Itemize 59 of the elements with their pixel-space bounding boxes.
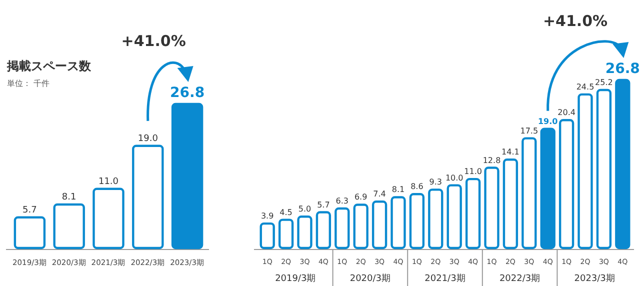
data-label: 6.9 — [354, 192, 368, 202]
data-label: 20.4 — [558, 108, 576, 118]
data-label: 8.1 — [62, 192, 76, 202]
data-label: 24.5 — [576, 82, 594, 92]
data-label: 5.0 — [298, 204, 312, 214]
bar — [465, 178, 481, 250]
bar — [578, 93, 593, 250]
bar — [260, 222, 275, 250]
bar — [372, 200, 388, 250]
data-label: 11.0 — [98, 176, 119, 187]
bar — [316, 211, 332, 250]
data-label: 25.2 — [595, 78, 613, 88]
text: 2021/3期 — [424, 273, 466, 284]
data-label: 3.9 — [260, 212, 274, 221]
bar — [484, 166, 500, 250]
bar — [334, 207, 350, 250]
bar — [278, 218, 294, 250]
text: +41.0% — [542, 12, 608, 30]
text: 2022/3期 — [499, 273, 540, 284]
bar — [540, 128, 556, 250]
data-label: 26.8 — [605, 61, 640, 77]
data-label: 17.5 — [520, 126, 538, 136]
bar — [297, 216, 312, 250]
bar — [596, 88, 612, 250]
bar — [92, 188, 124, 250]
data-label: 10.0 — [445, 173, 464, 182]
data-label: 11.0 — [464, 167, 482, 176]
bar — [390, 196, 406, 250]
data-label: 19.0 — [538, 116, 558, 126]
data-label: 26.8 — [170, 85, 205, 101]
data-label: 9.3 — [429, 178, 442, 187]
bar — [171, 102, 204, 250]
bar — [502, 158, 518, 250]
bar — [409, 192, 425, 250]
bar — [353, 204, 368, 250]
data-label: 12.8 — [482, 156, 501, 165]
bar — [615, 78, 630, 250]
bar — [446, 184, 462, 250]
text: 2019/3期 — [275, 273, 316, 284]
data-label: 6.3 — [336, 196, 349, 206]
bar — [132, 144, 164, 250]
data-label: 8.6 — [410, 182, 424, 192]
data-label: 14.1 — [502, 148, 520, 157]
chart-subtitle: 単位： 千件 — [7, 79, 50, 88]
data-label: 7.4 — [373, 190, 386, 199]
data-label: 5.7 — [22, 205, 37, 216]
data-label: 4.5 — [280, 208, 292, 217]
data-label: 5.7 — [317, 200, 330, 210]
text: +41.0% — [121, 32, 186, 50]
bar — [522, 137, 537, 250]
chart-title: 掲載スペース数 — [6, 59, 92, 73]
text: 2023/3期 — [574, 273, 615, 284]
data-label: 19.0 — [138, 134, 158, 144]
bar — [14, 216, 46, 250]
data-label: 8.1 — [392, 185, 405, 194]
bar — [558, 119, 574, 250]
text: 2020/3期 — [350, 273, 391, 284]
bar — [53, 203, 85, 250]
bar — [428, 188, 444, 250]
